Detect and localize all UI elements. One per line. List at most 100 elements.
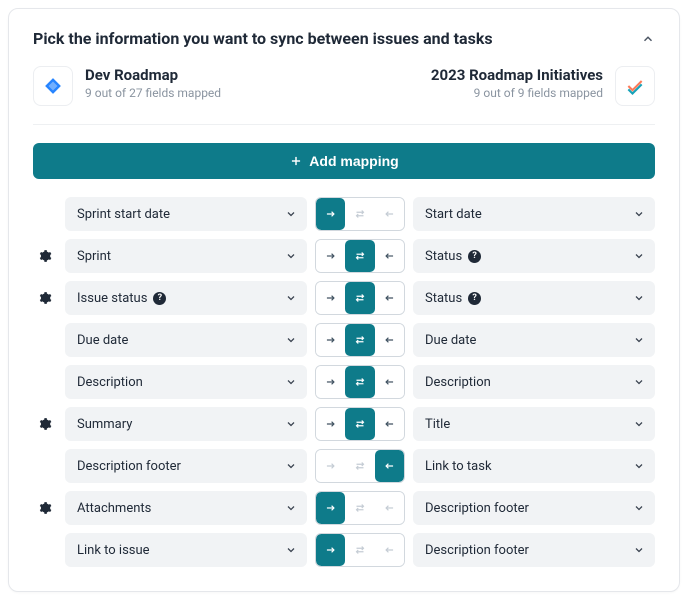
mapping-row: Due date Due date (33, 323, 655, 357)
chevron-down-icon (633, 208, 645, 220)
mapping-row: Summary Title (33, 407, 655, 441)
connection-left: Dev Roadmap 9 out of 27 fields mapped (33, 66, 221, 106)
right-field-select[interactable]: Status? (413, 281, 655, 315)
left-field-label: Issue status (77, 291, 147, 306)
gear-slot[interactable] (33, 417, 57, 431)
panel-header[interactable]: Pick the information you want to sync be… (33, 29, 655, 48)
gear-icon[interactable] (38, 501, 52, 515)
direction-both-button[interactable] (345, 240, 374, 272)
left-field-label: Attachments (77, 501, 151, 516)
gear-slot[interactable] (33, 291, 57, 305)
direction-toggle (315, 239, 405, 273)
right-field-label: Description (425, 375, 491, 390)
help-icon[interactable]: ? (153, 292, 166, 305)
direction-left-button[interactable] (375, 324, 404, 356)
chevron-down-icon (285, 250, 297, 262)
chevron-down-icon (285, 502, 297, 514)
direction-right-button[interactable] (316, 408, 345, 440)
direction-right-button[interactable] (316, 198, 345, 230)
direction-toggle (315, 323, 405, 357)
direction-both-button[interactable] (345, 198, 374, 230)
chevron-down-icon (633, 292, 645, 304)
chevron-down-icon (633, 502, 645, 514)
right-field-label: Start date (425, 207, 482, 222)
direction-both-button[interactable] (345, 324, 374, 356)
left-field-label: Description (77, 375, 143, 390)
chevron-down-icon (633, 460, 645, 472)
mapping-row: Sprint Status? (33, 239, 655, 273)
collapse-icon[interactable] (641, 32, 655, 46)
mapping-row: Attachments Description footer (33, 491, 655, 525)
left-field-select[interactable]: Link to issue (65, 533, 307, 567)
right-field-label: Description footer (425, 501, 529, 516)
chevron-down-icon (285, 376, 297, 388)
plus-icon (289, 154, 303, 168)
left-field-select[interactable]: Summary (65, 407, 307, 441)
chevron-down-icon (285, 460, 297, 472)
gear-icon[interactable] (38, 417, 52, 431)
direction-right-button[interactable] (316, 450, 345, 482)
connection-right-name: 2023 Roadmap Initiatives (431, 66, 603, 84)
right-field-select[interactable]: Due date (413, 323, 655, 357)
right-field-select[interactable]: Description footer (413, 533, 655, 567)
left-field-select[interactable]: Due date (65, 323, 307, 357)
direction-toggle (315, 365, 405, 399)
direction-both-button[interactable] (345, 534, 374, 566)
left-field-select[interactable]: Sprint (65, 239, 307, 273)
left-field-select[interactable]: Issue status? (65, 281, 307, 315)
direction-right-button[interactable] (316, 534, 345, 566)
connection-right: 2023 Roadmap Initiatives 9 out of 9 fiel… (431, 66, 655, 106)
connection-right-subtitle: 9 out of 9 fields mapped (431, 86, 603, 100)
left-field-label: Description footer (77, 459, 181, 474)
direction-left-button[interactable] (375, 408, 404, 440)
right-field-select[interactable]: Title (413, 407, 655, 441)
direction-right-button[interactable] (316, 282, 345, 314)
gear-slot[interactable] (33, 501, 57, 515)
connection-left-subtitle: 9 out of 27 fields mapped (85, 86, 221, 100)
direction-left-button[interactable] (375, 492, 404, 524)
direction-both-button[interactable] (345, 282, 374, 314)
direction-left-button[interactable] (375, 198, 404, 230)
right-field-select[interactable]: Link to task (413, 449, 655, 483)
gear-icon[interactable] (38, 249, 52, 263)
chevron-down-icon (633, 334, 645, 346)
gear-slot[interactable] (33, 249, 57, 263)
left-field-label: Link to issue (77, 543, 150, 558)
right-field-label: Description footer (425, 543, 529, 558)
direction-left-button[interactable] (375, 534, 404, 566)
gear-icon[interactable] (38, 291, 52, 305)
direction-left-button[interactable] (375, 240, 404, 272)
chevron-down-icon (633, 544, 645, 556)
mapping-row: Description Description (33, 365, 655, 399)
left-field-select[interactable]: Sprint start date (65, 197, 307, 231)
direction-both-button[interactable] (345, 408, 374, 440)
right-field-select[interactable]: Description (413, 365, 655, 399)
direction-right-button[interactable] (316, 324, 345, 356)
connections: Dev Roadmap 9 out of 27 fields mapped 20… (33, 66, 655, 125)
direction-both-button[interactable] (345, 450, 374, 482)
panel-title: Pick the information you want to sync be… (33, 29, 493, 48)
direction-right-button[interactable] (316, 492, 345, 524)
right-field-select[interactable]: Status? (413, 239, 655, 273)
left-field-select[interactable]: Attachments (65, 491, 307, 525)
left-field-select[interactable]: Description footer (65, 449, 307, 483)
left-field-label: Sprint start date (77, 207, 170, 222)
help-icon[interactable]: ? (468, 250, 481, 263)
direction-left-button[interactable] (375, 366, 404, 398)
left-field-select[interactable]: Description (65, 365, 307, 399)
direction-right-button[interactable] (316, 240, 345, 272)
right-field-select[interactable]: Start date (413, 197, 655, 231)
help-icon[interactable]: ? (468, 292, 481, 305)
direction-left-button[interactable] (375, 450, 404, 482)
direction-both-button[interactable] (345, 366, 374, 398)
add-mapping-button[interactable]: Add mapping (33, 143, 655, 179)
left-field-label: Summary (77, 417, 132, 432)
direction-both-button[interactable] (345, 492, 374, 524)
chevron-down-icon (633, 250, 645, 262)
direction-left-button[interactable] (375, 282, 404, 314)
check-icon (615, 66, 655, 106)
chevron-down-icon (285, 418, 297, 430)
mapping-list: Sprint start date Start date Sprint Status?… (33, 197, 655, 567)
direction-right-button[interactable] (316, 366, 345, 398)
right-field-select[interactable]: Description footer (413, 491, 655, 525)
